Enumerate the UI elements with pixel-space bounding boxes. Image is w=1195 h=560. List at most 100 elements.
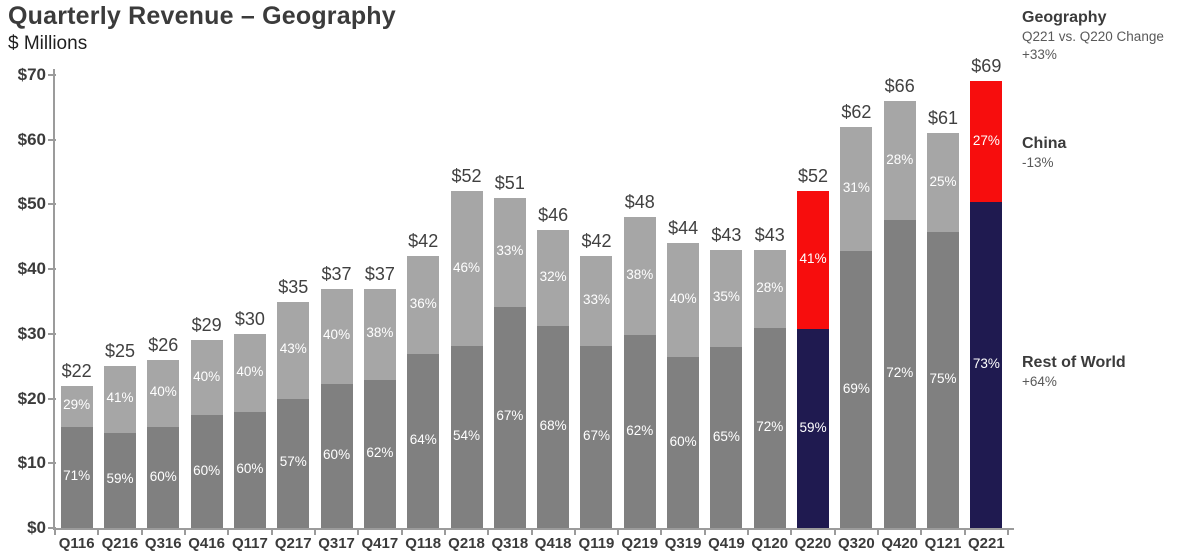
legend-geography-block: Geography Q221 vs. Q220 Change +33% bbox=[1022, 8, 1164, 64]
x-axis-tick bbox=[877, 528, 880, 535]
y-axis-tick bbox=[48, 397, 56, 400]
segment-label-rest-of-world-Q320: 69% bbox=[842, 380, 870, 396]
segment-rest-of-world-Q420: 72% bbox=[883, 220, 916, 528]
x-axis-label-Q318: Q318 bbox=[491, 535, 529, 552]
x-axis-label-Q416: Q416 bbox=[188, 535, 225, 552]
x-axis-tick bbox=[357, 528, 360, 535]
x-axis-label-Q417: Q417 bbox=[361, 535, 399, 552]
segment-label-china-Q120: 28% bbox=[756, 279, 784, 295]
x-axis-tick bbox=[443, 528, 446, 535]
segment-label-china-Q320: 31% bbox=[842, 179, 870, 195]
x-axis-label-Q316: Q316 bbox=[144, 535, 182, 552]
bar-total-Q316: $26 bbox=[148, 334, 179, 355]
segment-rest-of-world-Q316: 60% bbox=[147, 427, 180, 528]
legend-total-change: +33% bbox=[1022, 47, 1057, 62]
x-axis-tick bbox=[573, 528, 576, 535]
y-axis-tick bbox=[48, 527, 56, 529]
bar-total-Q318: $51 bbox=[494, 172, 525, 193]
x-axis-label-Q117: Q117 bbox=[231, 535, 268, 552]
segment-china-Q218: 46% bbox=[450, 191, 483, 347]
y-axis-label: $40 bbox=[17, 259, 46, 279]
segment-label-rest-of-world-Q317: 60% bbox=[323, 447, 351, 463]
x-axis-tick bbox=[833, 528, 836, 535]
segment-label-china-Q417: 38% bbox=[366, 325, 394, 341]
segment-label-rest-of-world-Q216: 59% bbox=[106, 471, 134, 487]
segment-label-china-Q216: 41% bbox=[106, 390, 134, 406]
segment-rest-of-world-Q220: 59% bbox=[797, 329, 830, 528]
segment-rest-of-world-Q317: 60% bbox=[320, 384, 353, 528]
y-axis-tick bbox=[48, 332, 56, 335]
x-axis-tick bbox=[920, 528, 923, 535]
bar-total-Q220: $52 bbox=[798, 166, 829, 187]
segment-label-rest-of-world-Q117: 60% bbox=[236, 460, 264, 476]
x-axis-tick bbox=[313, 528, 316, 535]
legend-china-change: -13% bbox=[1022, 155, 1054, 170]
x-axis-tick bbox=[183, 528, 186, 535]
segment-label-china-Q217: 43% bbox=[279, 341, 307, 357]
x-axis-label-Q216: Q216 bbox=[101, 535, 139, 552]
x-axis-line bbox=[53, 528, 1014, 530]
bar-total-Q418: $46 bbox=[538, 205, 569, 226]
x-axis-tick bbox=[1007, 528, 1009, 535]
x-axis-label-Q119: Q119 bbox=[578, 535, 615, 552]
segment-china-Q118: 36% bbox=[407, 256, 440, 355]
x-axis-tick bbox=[963, 528, 966, 535]
segment-rest-of-world-Q221: 73% bbox=[970, 202, 1003, 528]
segment-label-rest-of-world-Q221: 73% bbox=[972, 356, 1000, 371]
segment-rest-of-world-Q217: 57% bbox=[277, 398, 310, 528]
segment-label-china-Q118: 36% bbox=[409, 296, 437, 312]
segment-china-Q417: 38% bbox=[363, 288, 396, 380]
segment-rest-of-world-Q416: 60% bbox=[190, 415, 223, 528]
y-axis-tick bbox=[48, 203, 56, 206]
segment-rest-of-world-Q118: 64% bbox=[407, 354, 440, 528]
segment-label-rest-of-world-Q218: 54% bbox=[453, 428, 481, 444]
bar-total-Q416: $29 bbox=[191, 315, 222, 336]
y-axis-label: $0 bbox=[27, 518, 46, 537]
segment-label-china-Q221: 27% bbox=[972, 132, 1000, 148]
segment-label-china-Q220: 41% bbox=[799, 251, 827, 267]
y-axis-line bbox=[53, 69, 55, 530]
bar-total-Q218: $52 bbox=[451, 166, 482, 187]
x-axis-label-Q118: Q118 bbox=[405, 535, 442, 552]
x-axis-tick bbox=[790, 528, 793, 535]
x-axis-label-Q220: Q220 bbox=[794, 535, 832, 552]
x-axis-tick bbox=[660, 528, 663, 535]
segment-label-china-Q218: 46% bbox=[453, 259, 481, 275]
segment-rest-of-world-Q117: 60% bbox=[233, 411, 266, 528]
segment-china-Q416: 40% bbox=[190, 340, 223, 416]
legend-china-block: China -13% bbox=[1022, 134, 1066, 172]
legend-rest-of-world-block: Rest of World +64% bbox=[1022, 353, 1126, 391]
segment-rest-of-world-Q121: 75% bbox=[927, 231, 960, 528]
x-axis-tick bbox=[487, 528, 490, 535]
segment-rest-of-world-Q120: 72% bbox=[753, 327, 786, 528]
x-axis-label-Q419: Q419 bbox=[708, 535, 745, 552]
segment-rest-of-world-Q418: 68% bbox=[537, 325, 570, 528]
segment-china-Q319: 40% bbox=[667, 243, 700, 358]
segment-label-china-Q317: 40% bbox=[323, 327, 351, 343]
y-axis-label: $60 bbox=[17, 129, 46, 149]
segment-label-rest-of-world-Q316: 60% bbox=[149, 468, 177, 484]
bar-total-Q320: $62 bbox=[841, 101, 872, 122]
segment-rest-of-world-Q419: 65% bbox=[710, 347, 743, 528]
segment-china-Q420: 28% bbox=[883, 100, 916, 221]
segment-label-rest-of-world-Q220: 59% bbox=[799, 419, 827, 435]
segment-label-rest-of-world-Q217: 57% bbox=[279, 454, 307, 470]
chart-title: Quarterly Revenue – Geography bbox=[8, 2, 396, 30]
legend-rest-of-world-change: +64% bbox=[1022, 374, 1057, 389]
x-axis-label-Q420: Q420 bbox=[881, 535, 919, 552]
segment-rest-of-world-Q116: 71% bbox=[60, 426, 93, 528]
bar-total-Q119: $42 bbox=[581, 231, 612, 252]
segment-label-rest-of-world-Q416: 60% bbox=[193, 462, 221, 478]
bar-total-Q420: $66 bbox=[884, 75, 915, 96]
segment-label-rest-of-world-Q219: 62% bbox=[626, 422, 654, 438]
segment-label-china-Q420: 28% bbox=[886, 151, 914, 167]
segment-rest-of-world-Q119: 67% bbox=[580, 345, 613, 528]
bar-total-Q317: $37 bbox=[321, 263, 352, 284]
y-axis-label: $30 bbox=[17, 323, 46, 343]
segment-label-rest-of-world-Q118: 64% bbox=[409, 432, 437, 448]
segment-label-china-Q117: 40% bbox=[236, 363, 264, 379]
y-axis-label: $10 bbox=[17, 453, 46, 473]
y-axis-label: $50 bbox=[17, 194, 46, 214]
segment-label-rest-of-world-Q120: 72% bbox=[756, 418, 784, 434]
